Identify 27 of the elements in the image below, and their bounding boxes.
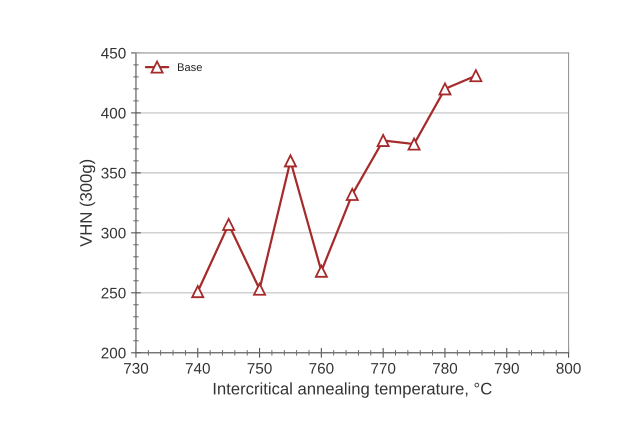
y-tick-label: 400 <box>101 108 126 119</box>
y-tick-label: 350 <box>101 168 126 179</box>
y-tick-label: 450 <box>101 48 126 59</box>
x-tick-label: 730 <box>124 362 148 374</box>
point <box>314 264 328 278</box>
x-tick-label: 790 <box>494 362 519 374</box>
legend-label: Base <box>178 63 202 72</box>
point <box>408 138 421 151</box>
point <box>438 82 452 96</box>
x-tick-label: 780 <box>433 362 458 374</box>
y-tick-label: 300 <box>101 228 126 239</box>
point <box>191 285 204 298</box>
x-axis-title: Intercritical annealing temperature, °C <box>214 382 492 398</box>
point <box>222 218 236 231</box>
y-axis-title: VHN (300g) <box>80 160 96 247</box>
x-tick-label: 800 <box>556 362 581 374</box>
x-tick-label: 750 <box>248 362 272 374</box>
x-tick-label: 740 <box>186 362 210 374</box>
x-tick-label: 770 <box>371 362 396 374</box>
point <box>469 69 482 82</box>
point <box>253 282 266 296</box>
point <box>284 154 297 168</box>
y-tick-label: 250 <box>102 288 126 299</box>
x-tick-label: 760 <box>309 362 334 374</box>
y-tick-label: 200 <box>102 348 126 358</box>
point <box>376 134 390 147</box>
point <box>346 188 359 201</box>
